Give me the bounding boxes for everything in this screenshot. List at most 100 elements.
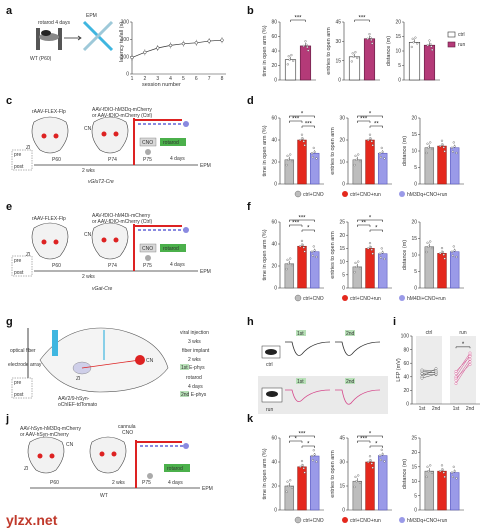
chart-k-p2-dot-2-3: [450, 471, 454, 474]
chart-d-p2-ytick-2: 10: [411, 149, 417, 155]
chart-k-p2-dot-2-1: [453, 470, 456, 473]
four-days-label-c: 4 days: [170, 156, 185, 162]
chart-a-ytick-3: 300: [121, 20, 130, 26]
chart-b-p1-sig-0: ***: [358, 16, 366, 22]
chart-f-p1-dot-0-2: [357, 260, 360, 263]
chart-k-p2-dot-1-4: [442, 471, 445, 474]
panel-label-g: g: [6, 316, 13, 328]
chart-k-p1-sig-0: *: [369, 432, 372, 438]
virus-right1-c: AAV-fDIO-hM3Dq-mCherry: [92, 107, 152, 113]
chart-k-p0-dot-0-3: [290, 486, 294, 489]
chart-d-p1-sigbracket-1: [357, 120, 371, 123]
chart-d-p1-dot-0-3: [358, 160, 362, 163]
chart-b-p0-sigbracket-0: [290, 19, 306, 22]
chart-f-p1-sigbracket-2: [369, 229, 383, 232]
legend-dot-d-0: [294, 190, 302, 198]
chart-i-ylabel: LFP (mV): [396, 358, 402, 382]
chart-b-p2-dot-0-0: [410, 45, 413, 49]
chart-f-p0-ytick-2: 40: [271, 242, 277, 248]
chart-i-ctrl-pt1-3: [420, 368, 424, 372]
brain-sagittal-illustration: [39, 327, 169, 393]
chart-b-p2-ytick-3: 15: [395, 34, 401, 40]
chart-d-p2-dot-0-3: [430, 147, 434, 151]
pre-label-e: pre: [14, 258, 21, 264]
chart-k-p0-dot-2-2: [315, 460, 318, 463]
chart-i-run-line-0: [455, 361, 471, 384]
chart-k-p1-ytick-1: 15: [339, 484, 345, 490]
chart-d-p1-bar-1: [365, 139, 375, 185]
step-7: 2nd E-phys: [181, 392, 207, 398]
chart-i-run-pt1-0: [454, 382, 458, 385]
chart-f-p1-ytick-5: 25: [339, 220, 345, 226]
wt-label-j: WT: [100, 493, 108, 499]
chart-b-p1-dot-0-4: [351, 52, 354, 55]
chart-b-p1-dot-0-2: [354, 51, 357, 54]
chart-i-group-ctrl: ctrl: [426, 330, 433, 336]
pre-post-box-g: [11, 377, 33, 399]
chart-d-p1-sig-2: **: [374, 122, 379, 128]
chart-b-p2-dot-1-3: [428, 39, 431, 42]
chart-b-p2-dot-1-2: [426, 44, 429, 47]
chart-d-p2-dot-1-2: [439, 144, 442, 148]
chart-i-run-pt2-5: [468, 357, 472, 361]
step-5: rotarod: [186, 375, 202, 381]
chart-f-p0-dot-1-3: [300, 239, 304, 242]
chart-f-p2-dot-0-2: [429, 240, 432, 243]
chart-d-p1-ytick-1: 10: [339, 160, 345, 166]
chart-d-p1-ylabel: entries to open arm: [330, 127, 336, 175]
chart-k-p1-dot-1-0: [369, 459, 372, 462]
chart-f-p2-bar-2: [449, 251, 460, 289]
chart-b-p0-dot-0-4: [287, 55, 290, 58]
chart-d-p0-dot-1-2: [299, 138, 302, 142]
chart-f-p1-dot-1-3: [368, 242, 372, 245]
chart-f-p1-sig-2: *: [375, 226, 378, 232]
chart-k-p0-dot-0-0: [285, 490, 288, 493]
chart-f-p0-sig-1: ***: [292, 221, 300, 227]
chart-k-p2-ytick-3: 15: [411, 465, 417, 471]
chart-b-p0-dot-0-1: [288, 58, 291, 61]
chart-i-ytick-5: 100: [401, 334, 410, 340]
brain-slice-left-j: [27, 436, 65, 474]
chart-b-p0-bar-0: [284, 59, 297, 81]
chart-d-p0-dot-2-0: [311, 156, 314, 159]
chart-k-p1-dot-0-4: [354, 475, 357, 478]
legend-swatch-ctrl: [447, 31, 456, 38]
chart-a-point-0: [130, 55, 134, 60]
zi-label-c: ZI: [26, 145, 30, 151]
virus-right2-c: or AAV-fDIO-mCherry (Ctrl): [92, 113, 153, 119]
chart-k-p0-dot-0-2: [289, 479, 292, 482]
chart-i-xtick-0: 1st: [419, 406, 426, 412]
chart-f-p1-dot-2-0: [379, 256, 382, 259]
chart-a-ytick-0: 0: [126, 72, 129, 78]
rotarod-box-j: [164, 464, 190, 472]
chart-d-p1-ytick-2: 20: [339, 138, 345, 144]
panel-label-f: f: [247, 201, 251, 213]
chart-b-p2-dot-1-1: [431, 48, 434, 51]
chart-b-p1-ytick-0: 0: [338, 78, 341, 84]
rotarod-box-c: [160, 138, 186, 146]
chart-f-p2-dot-2-4: [452, 245, 455, 248]
chart-f-p0-ylabel: time in open arm (%): [262, 229, 268, 280]
chart-k-p0-dot-2-1: [313, 453, 316, 456]
chart-b-p1-sigbracket-0: [354, 19, 370, 22]
chart-d-p2-dot-1-0: [441, 143, 444, 146]
cn-label-e: CN: [84, 232, 92, 238]
chart-d-p2-dot-2-4: [452, 141, 455, 144]
legend-dot-d-2: [399, 191, 405, 197]
chart-k-p1-bar-0: [352, 480, 363, 511]
two-wks-label-c: 2 wks: [82, 168, 95, 174]
step-2: fiber implant: [182, 348, 210, 354]
chart-b-p2-dot-1-0: [429, 42, 432, 46]
chart-a-ylabel: latency to fall (s): [119, 22, 125, 62]
chart-i-ytick-1: 20: [403, 388, 409, 394]
chart-f-p2-dot-2-1: [453, 249, 456, 252]
legend-f-2: hM4Di+CNO+run: [407, 296, 446, 302]
chart-d-p1-dot-2-0: [379, 156, 382, 159]
chart-f-p1-dot-1-0: [369, 246, 372, 249]
cno-label-c: CNO: [142, 140, 153, 146]
legend-d-1: ctrl+CNO+run: [350, 192, 381, 198]
cn-label-j: CN: [66, 442, 74, 448]
